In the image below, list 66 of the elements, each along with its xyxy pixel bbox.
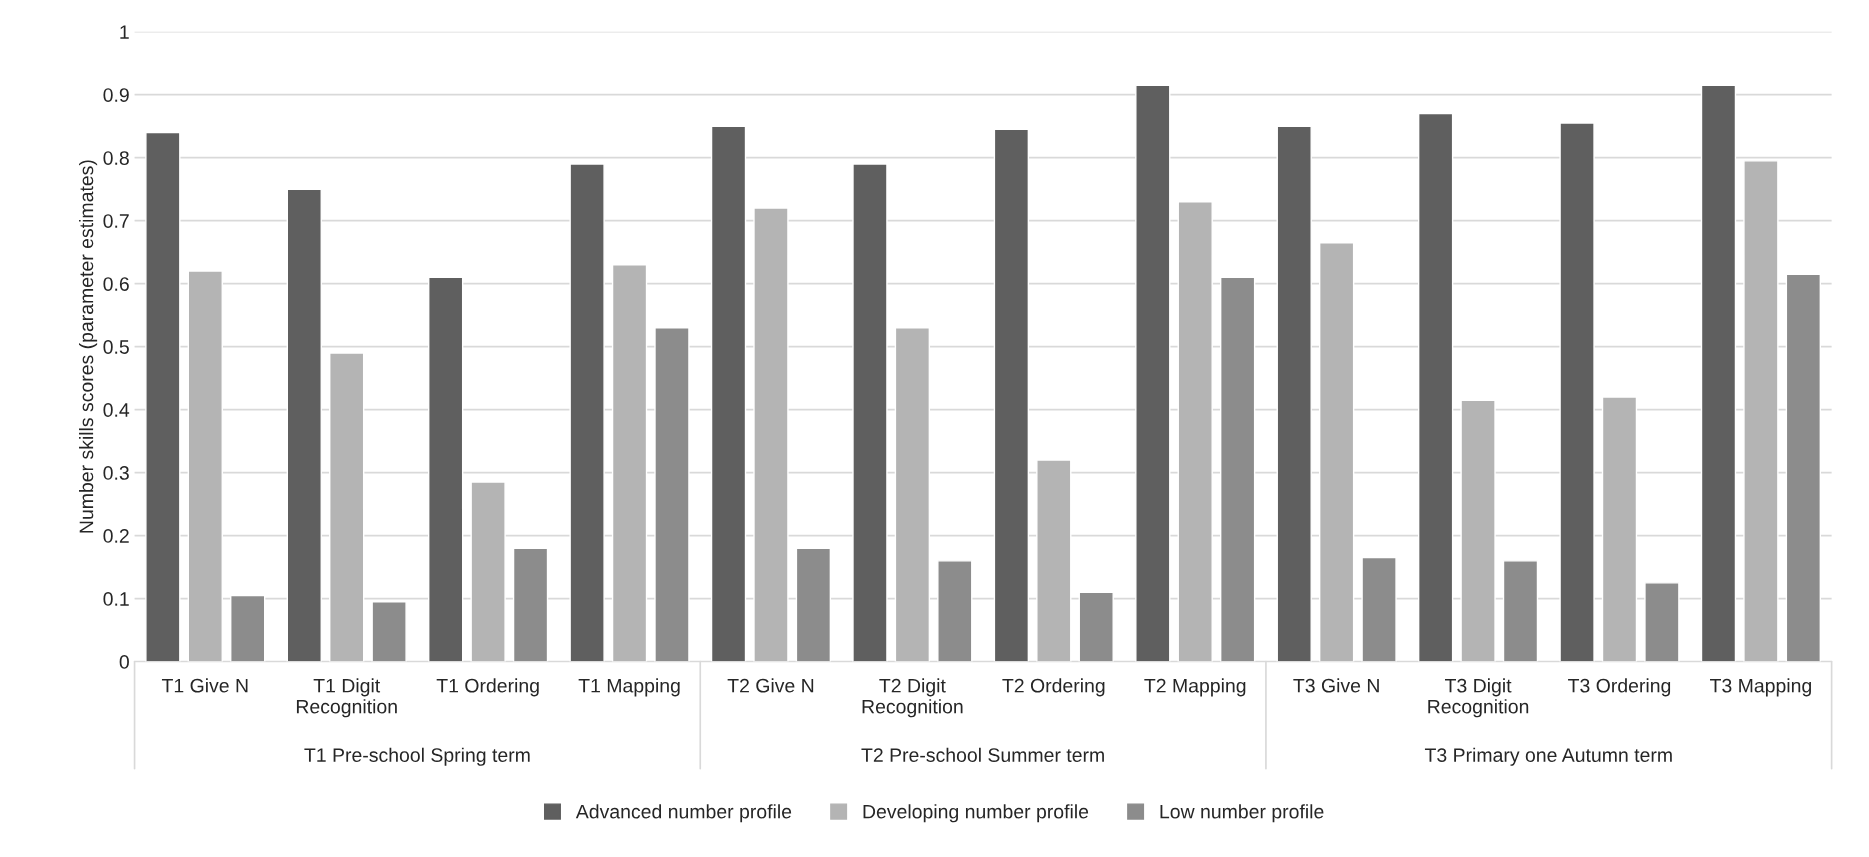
bar — [187, 270, 223, 662]
y-tick-label: 0.4 — [103, 403, 130, 417]
legend-label: Low number profile — [1160, 804, 1324, 823]
x-tick-label: T1 Give N — [161, 678, 248, 693]
bar — [329, 352, 365, 662]
bar — [1078, 591, 1114, 662]
y-tick-label: 0.6 — [103, 277, 129, 291]
bar — [753, 207, 789, 662]
bar — [1177, 201, 1213, 662]
text: T3 Primary one Autumn term — [1424, 747, 1672, 766]
bar — [145, 131, 181, 662]
bar — [512, 547, 549, 662]
bar — [1460, 399, 1496, 662]
text: T2 Pre-school Summer term — [861, 747, 1104, 762]
x-tick-label: T1 Digit Recognition — [296, 678, 397, 718]
bar — [1219, 276, 1256, 662]
bar — [1700, 84, 1737, 662]
bar — [1361, 556, 1397, 662]
legend-label: Advanced number profile — [575, 804, 792, 823]
bar — [230, 594, 266, 662]
bar — [611, 264, 648, 662]
x-tick-label: T3 Give N — [1293, 678, 1379, 693]
bar — [894, 327, 931, 662]
text: T1 Pre-school Spring term — [304, 747, 530, 766]
bar — [1644, 582, 1680, 662]
bar — [1785, 273, 1822, 662]
y-tick-label: 0.9 — [103, 88, 129, 102]
y-tick-label: 0.2 — [103, 529, 129, 543]
bar — [937, 560, 973, 662]
bar — [569, 163, 605, 662]
bar — [852, 163, 888, 662]
bar — [286, 188, 322, 662]
bar — [710, 125, 747, 662]
legend-label: Developing number profile — [863, 804, 1089, 823]
y-tick-label: 1 — [120, 25, 129, 39]
y-tick-label: 0 — [119, 655, 129, 669]
y-tick-label: 0.7 — [103, 214, 129, 228]
x-tick-label: T2 Ordering — [1002, 678, 1105, 697]
y-axis-title: Number skills scores (parameter estimates) — [79, 160, 98, 533]
bar — [470, 481, 506, 662]
y-tick-label: 0.1 — [103, 592, 129, 606]
bar — [1559, 122, 1595, 662]
bar — [654, 327, 690, 662]
bar — [1036, 459, 1072, 662]
bar — [1502, 560, 1539, 662]
x-tick-label: T2 Digit Recognition — [862, 678, 963, 718]
x-tick-label: T2 Give N — [727, 678, 814, 693]
y-tick-label: 0.8 — [103, 151, 129, 165]
y-tick-label: 0.3 — [103, 466, 129, 480]
x-tick-label: T2 Mapping — [1144, 678, 1246, 697]
bar — [371, 601, 407, 662]
x-tick-label: T3 Ordering — [1568, 678, 1671, 697]
bar — [1135, 84, 1171, 662]
y-tick-label: 0.5 — [103, 340, 129, 354]
bar — [1318, 242, 1355, 662]
bar — [795, 547, 832, 662]
x-tick-label: T1 Ordering — [436, 678, 539, 697]
bar — [428, 276, 464, 662]
bar — [1417, 112, 1454, 662]
bar — [993, 128, 1030, 662]
x-tick-label: T3 Digit Recognition — [1428, 678, 1529, 718]
bar — [1743, 160, 1779, 662]
bar — [1601, 396, 1638, 662]
x-tick-label: T3 Mapping — [1710, 678, 1811, 697]
bar — [1276, 125, 1312, 662]
x-tick-label: T1 Mapping — [578, 678, 680, 697]
